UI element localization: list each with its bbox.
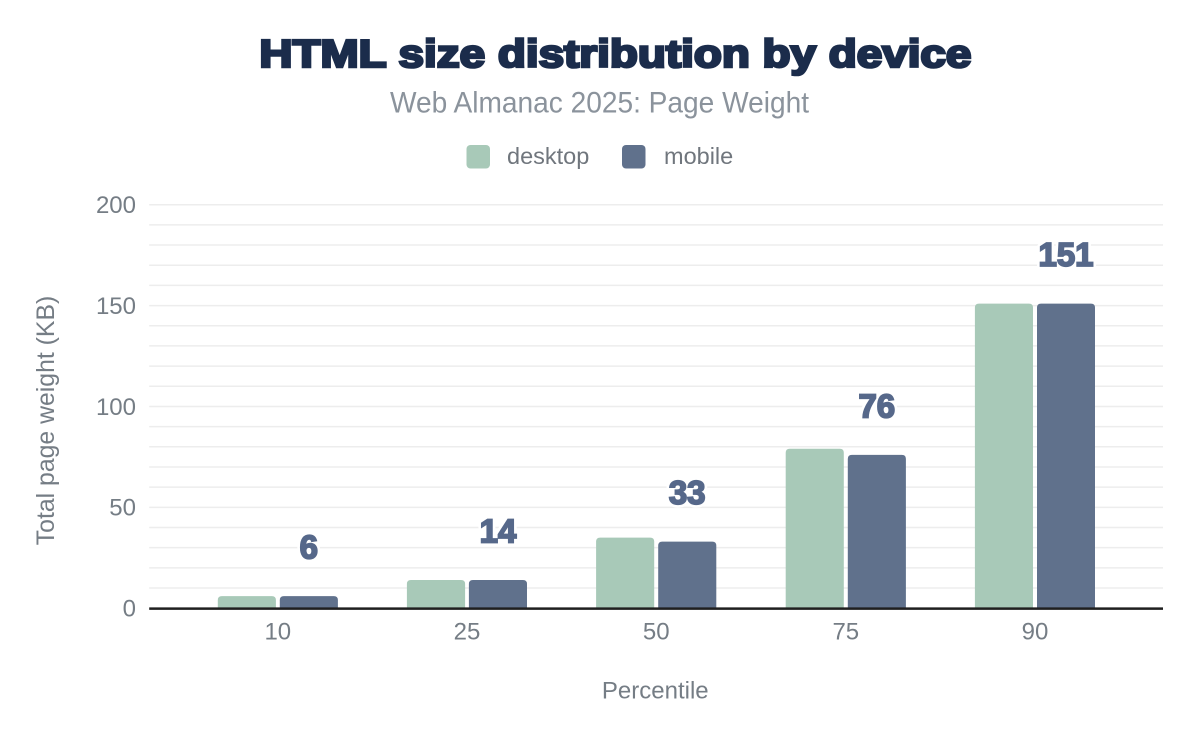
svg-text:6: 6	[300, 529, 318, 566]
svg-text:33: 33	[669, 474, 706, 511]
svg-text:150: 150	[96, 293, 136, 320]
svg-text:Total page weight (KB): Total page weight (KB)	[33, 296, 60, 545]
svg-text:50: 50	[109, 495, 136, 522]
svg-text:mobile: mobile	[664, 143, 733, 169]
svg-text:desktop: desktop	[507, 143, 589, 169]
svg-text:6: 6	[300, 529, 318, 566]
svg-text:HTML size distribution by devi: HTML size distribution by device	[259, 33, 971, 76]
svg-text:33: 33	[669, 474, 706, 511]
svg-text:Web Almanac 2025: Page Weight: Web Almanac 2025: Page Weight	[390, 87, 810, 120]
svg-text:0: 0	[123, 596, 136, 623]
svg-text:Percentile: Percentile	[602, 678, 709, 705]
svg-text:151: 151	[1038, 236, 1093, 273]
svg-text:151: 151	[1038, 236, 1093, 273]
svg-text:76: 76	[858, 387, 895, 424]
svg-text:10: 10	[264, 618, 291, 645]
svg-text:200: 200	[96, 192, 136, 219]
svg-text:25: 25	[454, 618, 481, 645]
svg-text:14: 14	[480, 513, 517, 550]
svg-text:50: 50	[643, 618, 670, 645]
svg-text:100: 100	[96, 394, 136, 421]
svg-text:14: 14	[480, 513, 517, 550]
svg-text:76: 76	[858, 387, 895, 424]
svg-text:75: 75	[832, 618, 859, 645]
svg-text:90: 90	[1022, 618, 1049, 645]
